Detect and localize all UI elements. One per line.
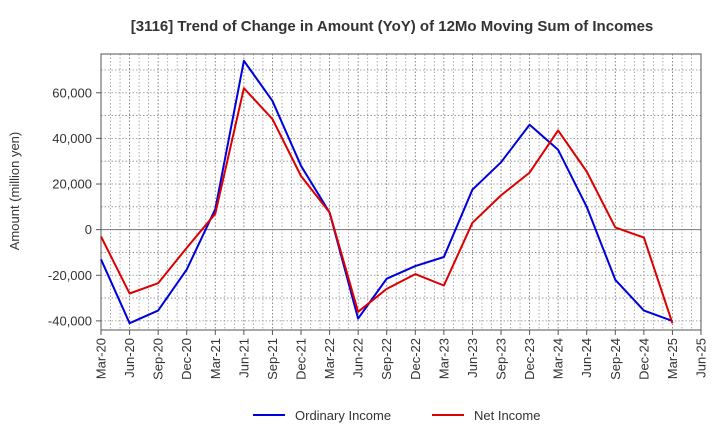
y-axis-label: Amount (million yen) <box>7 132 22 251</box>
x-tick-label: Sep-23 <box>494 338 509 380</box>
x-tick-label: Sep-20 <box>151 338 166 380</box>
series-line-ordinary-income <box>100 59 673 325</box>
x-tick-label: Sep-22 <box>379 338 394 380</box>
x-tick-label: Mar-20 <box>94 338 109 379</box>
chart-title: [3116] Trend of Change in Amount (YoY) o… <box>131 18 654 35</box>
x-tick-label: Mar-21 <box>208 338 223 379</box>
x-tick-label: Dec-21 <box>294 338 309 380</box>
legend-label-net-income: Net Income <box>474 408 540 423</box>
y-tick-label: 40,000 <box>52 131 92 146</box>
series-line-net-income <box>100 87 674 324</box>
x-tick-label: Mar-23 <box>436 338 451 379</box>
y-tick-label: 20,000 <box>52 177 92 192</box>
x-tick-label: Mar-22 <box>322 338 337 379</box>
y-tick-label: 60,000 <box>52 85 92 100</box>
x-tick-label: Dec-23 <box>522 338 537 380</box>
x-tick-label: Mar-24 <box>551 338 566 379</box>
x-tick-label: Jun-20 <box>122 338 137 378</box>
x-tick-label: Sep-21 <box>265 338 280 380</box>
plot-background <box>101 54 701 330</box>
x-tick-label: Dec-22 <box>408 338 423 380</box>
x-tick-label: Jun-24 <box>579 338 594 378</box>
y-tick-label: 0 <box>85 222 92 237</box>
x-tick-label: Jun-25 <box>694 338 709 378</box>
x-tick-label: Jun-22 <box>351 338 366 378</box>
plot-area: -40,000 -20,000 0 20,000 40,000 60,000 Mar-20 J… <box>48 53 709 380</box>
x-tick-label: Sep-24 <box>608 338 623 380</box>
legend: Ordinary Income Net Income <box>253 408 540 423</box>
plot-frame <box>100 53 702 331</box>
x-tick-label: Mar-25 <box>665 338 680 379</box>
x-tick-label: Dec-24 <box>636 338 651 380</box>
y-tick-label: -20,000 <box>48 268 92 283</box>
y-tick-label: -40,000 <box>48 313 92 328</box>
legend-label-ordinary-income: Ordinary Income <box>295 408 391 423</box>
x-tick-label: Jun-21 <box>236 338 251 378</box>
x-tick-label: Dec-20 <box>179 338 194 380</box>
x-tick-label: Jun-23 <box>465 338 480 378</box>
